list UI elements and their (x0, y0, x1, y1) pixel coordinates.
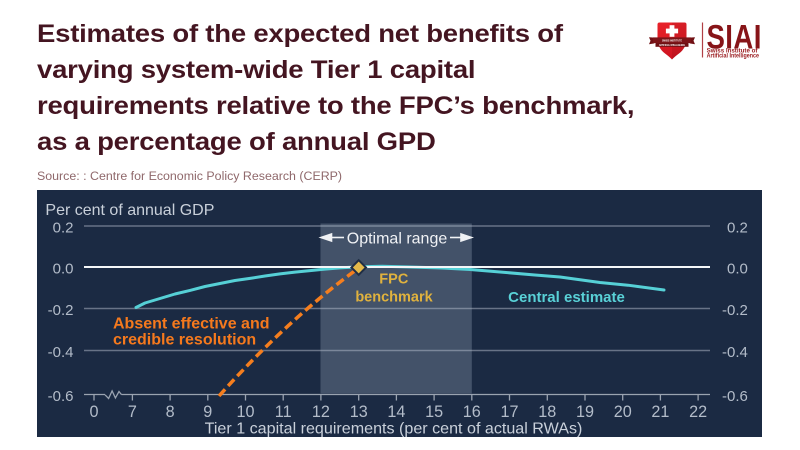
svg-text:SIAI: SIAI (707, 18, 762, 56)
svg-text:Optimal range: Optimal range (347, 231, 448, 248)
svg-text:-0.6: -0.6 (722, 388, 748, 405)
svg-text:21: 21 (651, 403, 669, 421)
svg-text:9: 9 (203, 403, 212, 421)
svg-text:12: 12 (312, 403, 330, 421)
svg-text:14: 14 (387, 403, 405, 421)
svg-text:19: 19 (576, 403, 594, 421)
svg-text:Per cent of annual GDP: Per cent of annual GDP (45, 202, 214, 219)
svg-text:Swiss Institute of: Swiss Institute of (707, 48, 759, 55)
svg-text:16: 16 (463, 403, 481, 421)
svg-text:0.0: 0.0 (53, 261, 74, 278)
svg-text:18: 18 (538, 403, 556, 421)
svg-text:ARTIFICIAL INTELLIGENCE: ARTIFICIAL INTELLIGENCE (659, 44, 685, 47)
svg-text:13: 13 (350, 403, 368, 421)
svg-text:Absent effective and: Absent effective and (113, 316, 269, 333)
svg-text:0.0: 0.0 (727, 261, 748, 278)
svg-text:-0.2: -0.2 (48, 302, 74, 319)
svg-text:Artificial Intelligence: Artificial Intelligence (707, 53, 760, 59)
svg-text:0.2: 0.2 (727, 220, 748, 237)
svg-text:10: 10 (236, 403, 254, 421)
svg-text:-0.6: -0.6 (48, 388, 74, 405)
svg-text:0.2: 0.2 (53, 220, 74, 237)
svg-text:SWISS INSTITUTE: SWISS INSTITUTE (662, 39, 682, 43)
svg-text:22: 22 (689, 403, 707, 421)
svg-text:-0.4: -0.4 (48, 344, 74, 361)
svg-text:-0.4: -0.4 (722, 344, 748, 361)
svg-text:Central estimate: Central estimate (508, 289, 625, 306)
svg-text:benchmark: benchmark (355, 290, 433, 306)
svg-text:Tier 1 capital requirements (p: Tier 1 capital requirements (per cent of… (205, 420, 583, 438)
svg-text:7: 7 (128, 403, 137, 421)
svg-text:FPC: FPC (379, 272, 409, 288)
svg-text:17: 17 (500, 403, 518, 421)
svg-text:15: 15 (425, 403, 443, 421)
svg-text:-0.2: -0.2 (722, 302, 748, 319)
svg-text:credible resolution: credible resolution (113, 332, 256, 349)
svg-text:0: 0 (89, 403, 98, 421)
svg-text:8: 8 (166, 403, 175, 421)
svg-text:20: 20 (614, 403, 632, 421)
svg-text:11: 11 (275, 403, 292, 421)
